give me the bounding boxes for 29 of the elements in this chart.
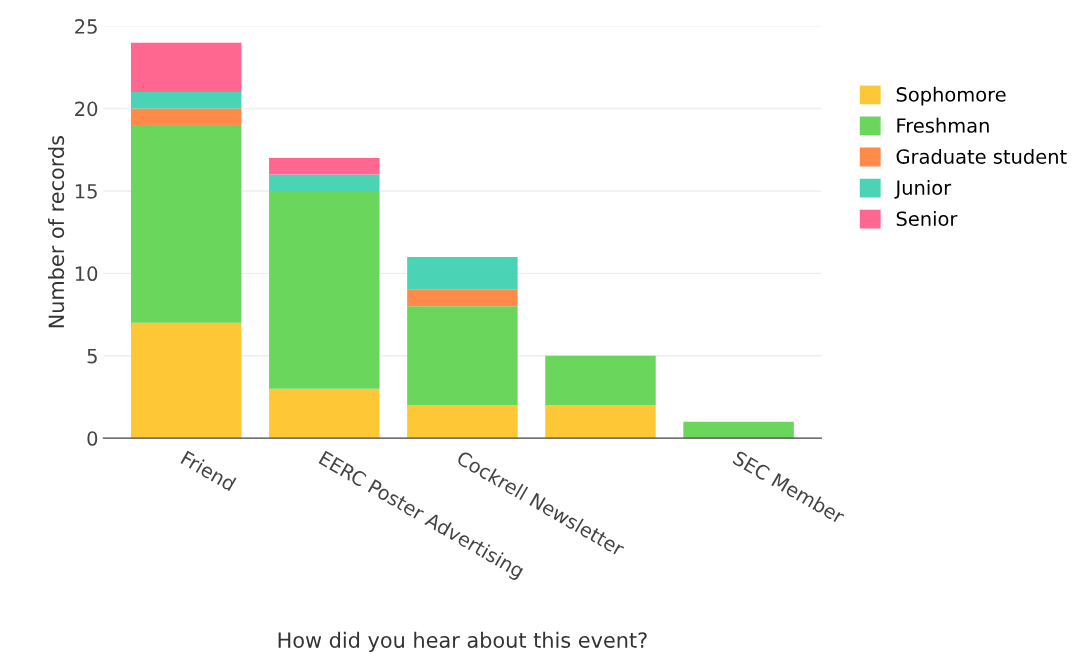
- bar: [130, 322, 242, 439]
- bar: [269, 158, 380, 175]
- bar: [269, 174, 380, 191]
- legend-label: Graduate student: [896, 148, 1067, 164]
- y-tick-label: 10: [75, 266, 98, 282]
- legend-label: Sophomore: [896, 86, 1006, 106]
- bar: [130, 108, 242, 126]
- bar: [683, 421, 794, 439]
- bar: [130, 125, 242, 323]
- bar: [545, 355, 656, 406]
- bar: [407, 306, 518, 406]
- y-tick-label: 15: [75, 184, 97, 199]
- bar: [407, 256, 518, 290]
- y-tick-label: 0: [87, 431, 98, 446]
- bar: [545, 405, 656, 439]
- bar: [269, 190, 380, 389]
- x-axis-title: How did you hear about this event?: [278, 631, 647, 652]
- y-tick-label: 20: [75, 101, 98, 117]
- legend-label: Junior: [894, 179, 952, 199]
- bar: [269, 388, 380, 439]
- legend-label: Freshman: [897, 117, 989, 133]
- bar: [407, 289, 518, 307]
- y-tick-label: 5: [87, 348, 97, 364]
- bar: [130, 92, 242, 109]
- legend-label: Senior: [896, 211, 958, 227]
- bar: [407, 405, 518, 439]
- bar: [130, 42, 242, 93]
- y-tick-label: 25: [75, 19, 97, 34]
- y-axis-title: Number of records: [48, 135, 65, 328]
